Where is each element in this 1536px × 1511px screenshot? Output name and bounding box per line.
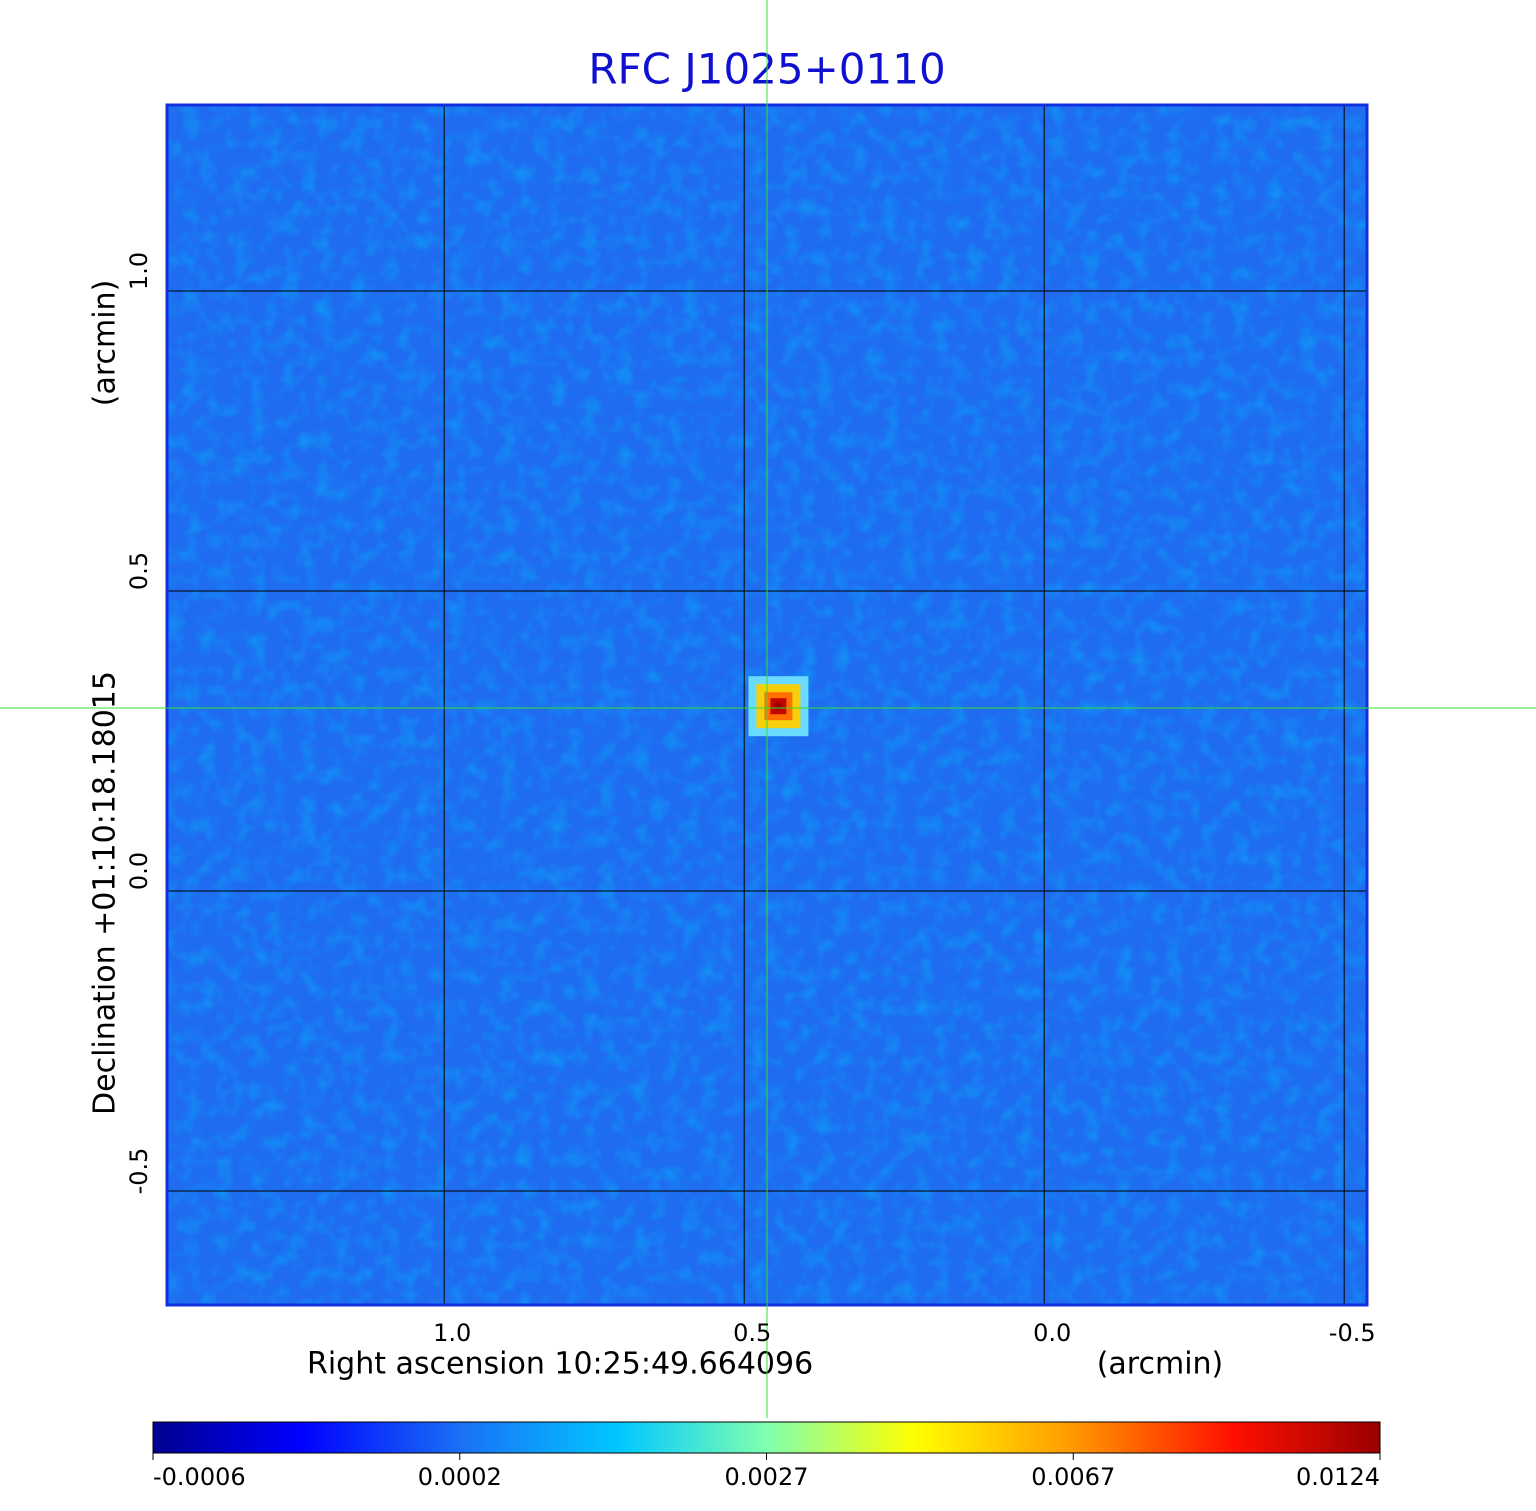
y-tick-label: -0.5 [125, 1148, 153, 1195]
y-axis-unit: (arcmin) [88, 280, 123, 407]
x-tick-label: 0.5 [733, 1319, 771, 1347]
y-tick-label: 1.0 [125, 252, 153, 290]
x-tick-label: 1.0 [433, 1319, 471, 1347]
x-axis-label: Right ascension 10:25:49.664096 [307, 1347, 813, 1382]
colorbar-tick-label: 0.0027 [725, 1463, 809, 1491]
x-tick-label: 0.0 [1033, 1319, 1071, 1347]
colorbar-tick-label: -0.0006 [153, 1463, 246, 1491]
x-tick-label: -0.5 [1329, 1319, 1376, 1347]
y-axis-label: Declination +01:10:18.18015 [88, 671, 123, 1115]
colorbar-tick-label: 0.0002 [418, 1463, 502, 1491]
y-tick-label: 0.5 [125, 552, 153, 590]
source-peak [774, 702, 783, 711]
x-axis-unit: (arcmin) [1097, 1347, 1224, 1382]
colorbar [152, 1421, 1381, 1454]
y-tick-label: 0.0 [125, 852, 153, 890]
colorbar-tick-label: 0.0124 [1296, 1463, 1380, 1491]
colorbar-tick-label: 0.0067 [1031, 1463, 1115, 1491]
